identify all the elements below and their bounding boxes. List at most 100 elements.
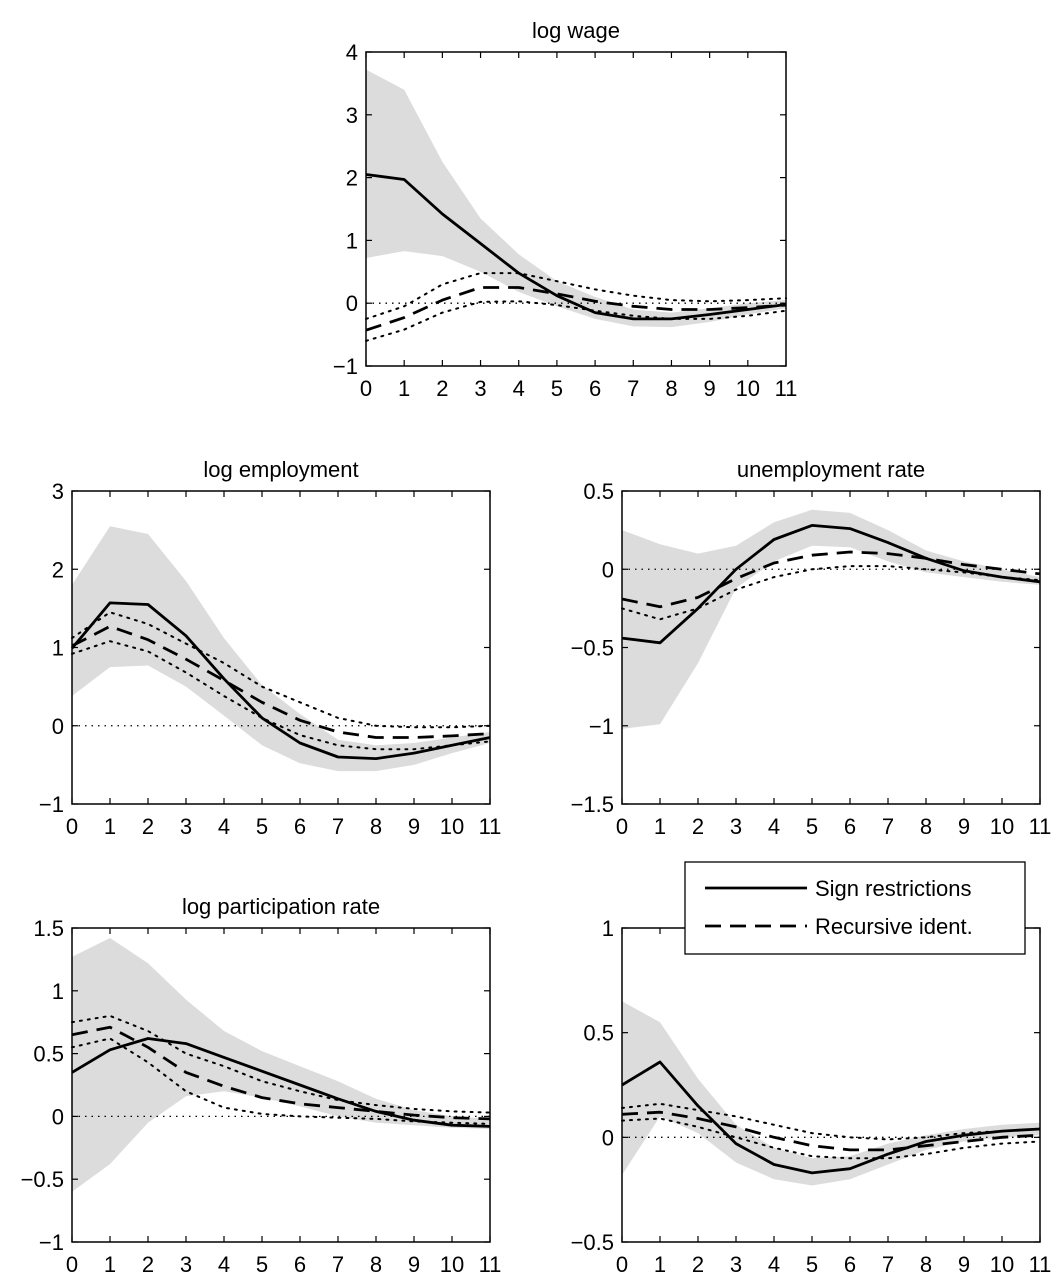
x-tick-label: 0 [360, 376, 372, 401]
x-tick-label: 5 [806, 1252, 818, 1277]
x-tick-label: 1 [104, 1252, 116, 1277]
x-tick-label: 0 [616, 1252, 628, 1277]
rec-band-upper [71, 611, 491, 729]
y-tick-label: 0.5 [33, 1042, 64, 1067]
x-tick-label: 7 [332, 814, 344, 839]
x-tick-label: 5 [256, 814, 268, 839]
x-tick-label: 3 [180, 814, 192, 839]
x-tick-label: 5 [806, 814, 818, 839]
y-tick-label: 1 [602, 916, 614, 941]
x-tick-label: 9 [408, 1252, 420, 1277]
y-tick-label: 0 [52, 714, 64, 739]
x-tick-label: 4 [218, 1252, 230, 1277]
y-tick-label: −1.5 [571, 792, 614, 817]
x-tick-label: 10 [736, 376, 760, 401]
y-tick-label: 0.5 [583, 1021, 614, 1046]
rec-band-lower [71, 640, 491, 751]
x-tick-label: 11 [775, 376, 798, 401]
x-tick-label: 3 [730, 814, 742, 839]
series-recursive [365, 286, 787, 332]
y-tick-label: 2 [52, 557, 64, 582]
rec-band-lower [365, 300, 787, 342]
x-tick-label: 3 [730, 1252, 742, 1277]
axes-box [71, 927, 491, 1243]
x-tick-label: 2 [436, 376, 448, 401]
x-tick-label: 9 [958, 814, 970, 839]
y-tick-label: 0 [602, 1125, 614, 1150]
y-tick-label: −1 [39, 792, 64, 817]
x-tick-label: 11 [479, 814, 502, 839]
sign-band [72, 938, 490, 1192]
x-tick-label: 8 [370, 1252, 382, 1277]
x-tick-label: 7 [627, 376, 639, 401]
x-tick-label: 3 [474, 376, 486, 401]
x-tick-label: 0 [616, 814, 628, 839]
y-tick-label: −1 [589, 714, 614, 739]
series-sign [365, 173, 787, 321]
x-tick-label: 10 [990, 814, 1014, 839]
x-tick-label: 7 [882, 1252, 894, 1277]
sign-band [622, 509, 1040, 729]
rec-band-upper [621, 1102, 1041, 1141]
x-tick-label: 1 [654, 814, 666, 839]
axes-box [365, 51, 787, 367]
series-recursive [621, 1110, 1041, 1152]
series-sign [71, 1037, 491, 1128]
x-tick-label: 11 [1029, 814, 1052, 839]
panel-unemployment-rate: unemployment rate 0 1 2 3 4 5 6 7 8 9 10 11 −1.5 −1 −0.… [571, 457, 1052, 839]
panel-title: unemployment rate [737, 457, 925, 482]
x-tick-label: 7 [332, 1252, 344, 1277]
x-tick-label: 0 [66, 814, 78, 839]
x-tick-label: 4 [768, 814, 780, 839]
x-tick-label: 5 [551, 376, 563, 401]
y-tick-label: −0.5 [21, 1167, 64, 1192]
panel-title: log wage [532, 18, 620, 43]
sign-band [72, 526, 490, 772]
y-tick-label: 1.5 [33, 916, 64, 941]
y-tick-label: 0 [602, 557, 614, 582]
x-tick-label: 2 [142, 814, 154, 839]
x-tick-label: 10 [990, 1252, 1014, 1277]
rec-band-upper [71, 1014, 491, 1114]
x-tick-label: 8 [665, 376, 677, 401]
x-tick-label: 1 [398, 376, 410, 401]
y-tick-label: 4 [346, 40, 358, 65]
panel-title: log employment [203, 457, 358, 482]
x-tick-label: 6 [589, 376, 601, 401]
y-tick-label: 2 [346, 166, 358, 191]
series-sign [621, 524, 1041, 645]
x-tick-label: 6 [294, 814, 306, 839]
x-tick-label: 8 [920, 1252, 932, 1277]
y-tick-label: 0 [52, 1104, 64, 1129]
series-recursive [71, 625, 491, 739]
x-tick-label: 10 [440, 814, 464, 839]
x-tick-label: 9 [704, 376, 716, 401]
x-tick-label: 2 [142, 1252, 154, 1277]
y-tick-label: 1 [52, 979, 64, 1004]
y-tick-label: 3 [52, 479, 64, 504]
x-tick-label: 2 [692, 1252, 704, 1277]
y-tick-label: −0.5 [571, 1230, 614, 1255]
x-tick-label: 6 [844, 814, 856, 839]
x-tick-label: 2 [692, 814, 704, 839]
panel-title: log participation rate [182, 894, 380, 919]
y-tick-label: −1 [39, 1230, 64, 1255]
y-tick-label: 0.5 [583, 479, 614, 504]
x-tick-label: 1 [104, 814, 116, 839]
x-tick-label: 7 [882, 814, 894, 839]
sign-band [622, 1001, 1040, 1186]
x-tick-label: 10 [440, 1252, 464, 1277]
x-tick-label: 0 [66, 1252, 78, 1277]
legend-box [684, 861, 1026, 955]
x-tick-label: 8 [920, 814, 932, 839]
legend-label: Sign restrictions [815, 876, 972, 901]
y-tick-label: 0 [346, 291, 358, 316]
x-tick-label: 11 [479, 1252, 502, 1277]
x-tick-label: 4 [768, 1252, 780, 1277]
series-sign [621, 1060, 1041, 1175]
x-tick-label: 4 [218, 814, 230, 839]
